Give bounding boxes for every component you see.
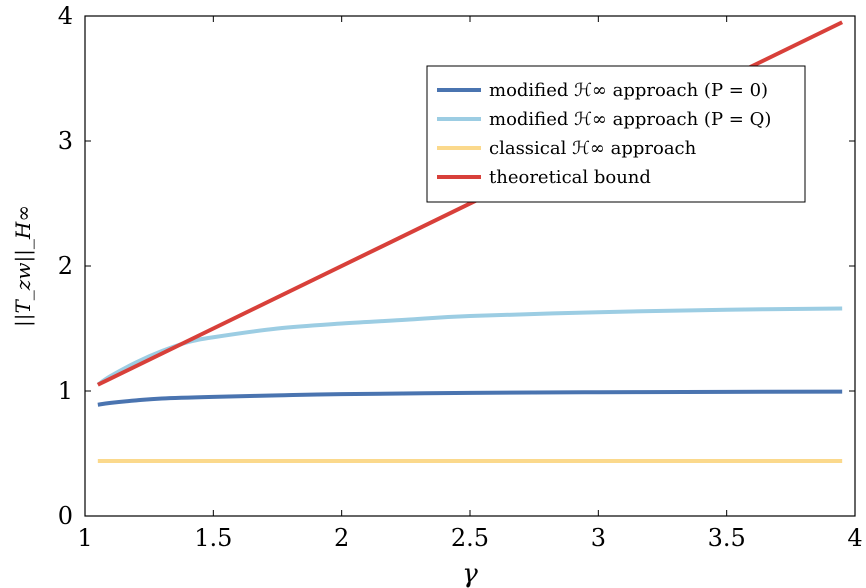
y-axis-label-text: ||T_zw||_H∞ — [11, 205, 36, 327]
x-tick-label: 3.5 — [708, 524, 746, 552]
legend-label-1: modified ℋ∞ approach (P = Q) — [489, 109, 771, 130]
legend-label-0: modified ℋ∞ approach (P = 0) — [489, 80, 768, 101]
x-tick-label: 2 — [334, 524, 349, 552]
series-line-0 — [97, 389, 843, 407]
legend-items: modified ℋ∞ approach (P = 0) modified ℋ∞ … — [437, 80, 771, 188]
y-tick-label: 4 — [58, 2, 73, 30]
x-tick-label: 2.5 — [451, 524, 489, 552]
legend-label-3: theoretical bound — [489, 167, 651, 188]
x-tick-label: 1.5 — [194, 524, 232, 552]
x-axis-label: γ — [462, 559, 478, 588]
y-tick-label: 3 — [58, 127, 73, 155]
series-line-1 — [96, 306, 843, 387]
legend-box — [426, 65, 806, 203]
y-tick-label: 2 — [58, 252, 73, 280]
y-tick-label: 0 — [58, 502, 73, 530]
legend-label-2: classical ℋ∞ approach — [489, 138, 697, 159]
y-tick-label: 1 — [58, 377, 73, 405]
x-tick-label: 1 — [77, 524, 92, 552]
x-tick-label: 4 — [847, 524, 862, 552]
x-tick-label: 3 — [591, 524, 606, 552]
legend: modified ℋ∞ approach (P = 0) modified ℋ∞ … — [426, 65, 806, 203]
y-axis-label: ||T_zw||_H∞ — [11, 205, 36, 327]
